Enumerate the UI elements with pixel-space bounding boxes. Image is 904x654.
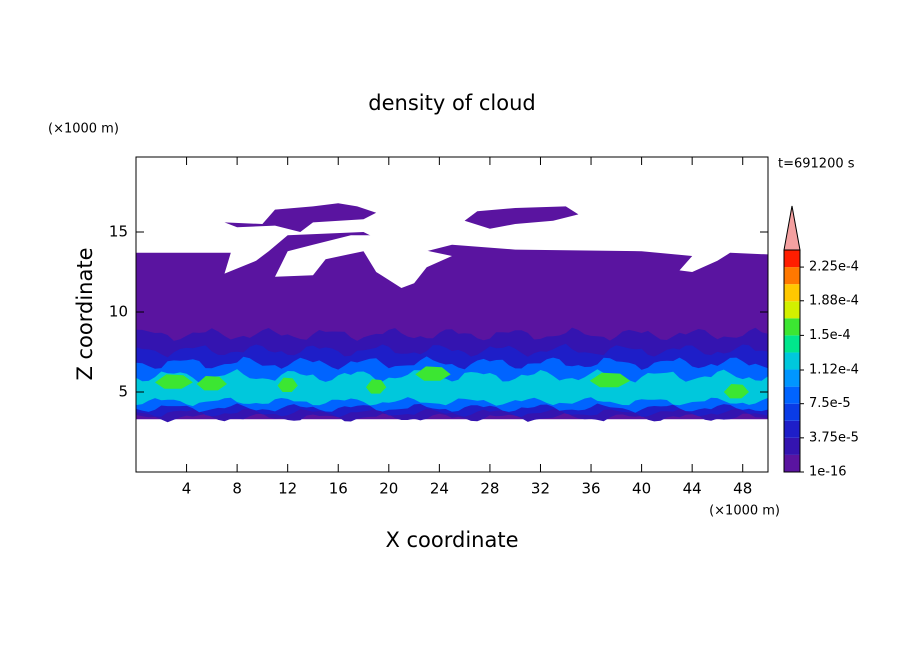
colorbar-label: 7.5e-5 [809,396,851,411]
contour-region [196,376,227,391]
y-tick-label: 15 [109,223,128,241]
colorbar-band [784,403,800,421]
x-tick-label: 44 [683,480,702,498]
x-tick-label: 28 [480,480,499,498]
x-tick-label: 24 [430,480,449,498]
y-unit: (×1000 m) [48,122,119,137]
y-tick-label: 10 [109,303,128,321]
x-tick-label: 32 [531,480,550,498]
colorbar-label: 1.12e-4 [809,362,859,377]
chart-title: density of cloud [368,91,535,115]
contour-region [589,372,631,388]
x-tick-label: 4 [182,480,192,498]
colorbar-label: 2.25e-4 [809,260,859,275]
colorbar-label: 1e-16 [809,465,847,480]
colorbar-band [784,420,800,438]
x-tick-label: 16 [329,480,348,498]
colorbar-frame [783,249,801,473]
colorbar-band [784,301,800,319]
colorbar-band [784,284,800,302]
colorbar-band [784,437,800,455]
contour-region [224,203,377,232]
y-tick-label: 5 [118,383,128,401]
x-tick-label: 12 [278,480,297,498]
x-tick-label: 36 [581,480,600,498]
colorbar-band [784,250,800,268]
y-axis-title: Z coordinate [73,247,97,380]
contour-region [366,379,387,394]
x-tick-label: 8 [232,480,242,498]
contour-region [155,374,193,389]
x-tick-label: 20 [379,480,398,498]
x-unit: (×1000 m) [709,504,780,519]
contour-region [723,384,749,399]
contour-region [415,366,451,381]
colorbar-band [784,386,800,404]
colorbar-label: 3.75e-5 [809,430,859,445]
contour-region [464,206,579,229]
colorbar-label: 1.88e-4 [809,293,859,308]
plot-frame [135,156,769,473]
colorbar-band [784,454,800,472]
colorbar-band [784,267,800,285]
colorbar-label: 1.5e-4 [809,328,851,343]
colorbar-band [784,318,800,336]
x-tick-label: 40 [632,480,651,498]
colorbar-band [784,352,800,370]
time-label: t=691200 s [778,157,855,172]
colorbar-band [784,335,800,353]
colorbar-band [784,369,800,387]
contour-region [277,377,298,392]
cloud-gap [275,235,452,288]
x-tick-label: 48 [733,480,752,498]
x-axis-title: X coordinate [385,528,518,552]
